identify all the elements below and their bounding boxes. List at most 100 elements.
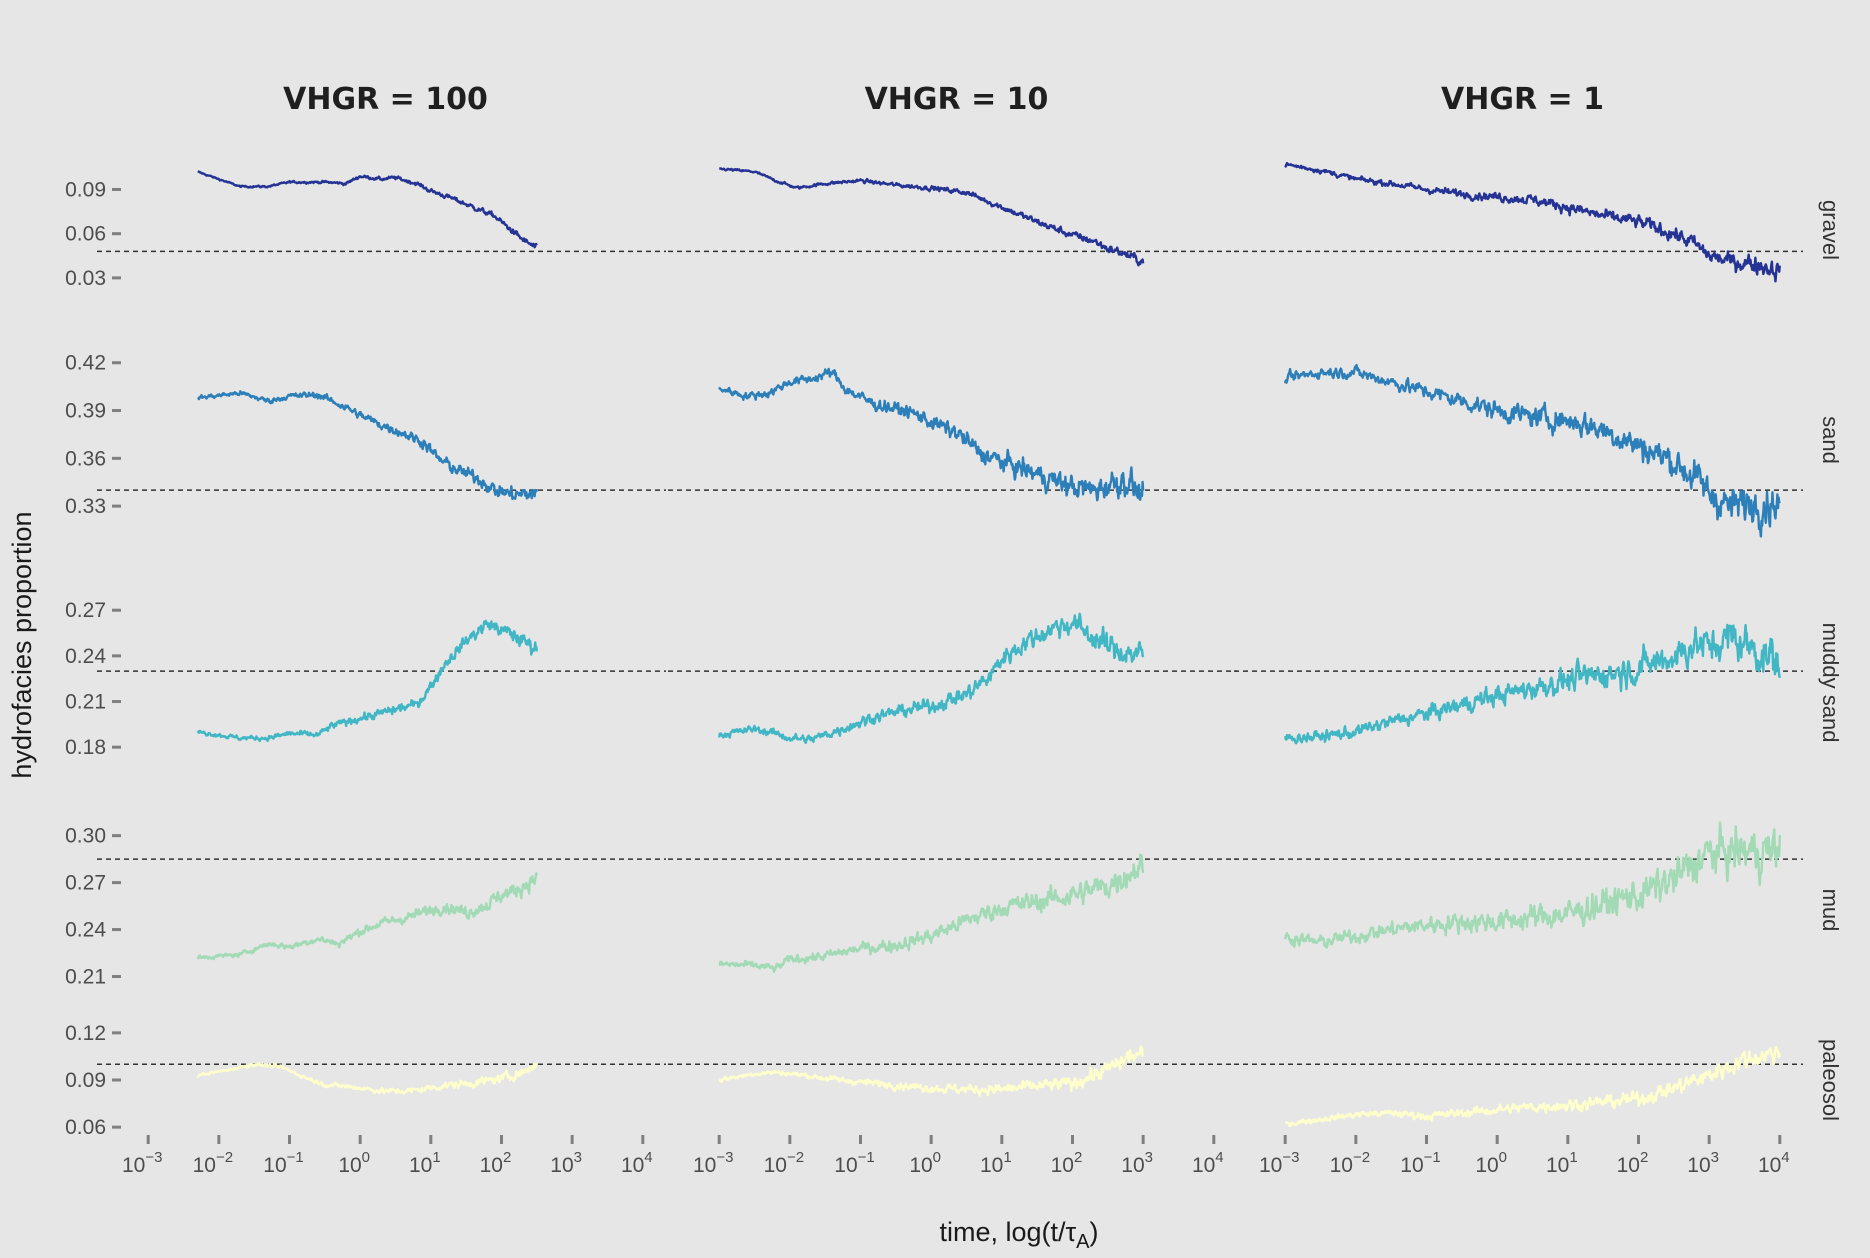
x-tick-exponent: −1: [287, 1149, 304, 1166]
x-tick-base: 10: [909, 1154, 932, 1177]
x-tick-label: 104: [1758, 1149, 1790, 1177]
x-tick-label: 102: [1051, 1149, 1083, 1177]
y-tick-label: 0.09: [65, 178, 106, 201]
x-tick-exponent: 0: [1499, 1149, 1507, 1166]
y-tick-label: 0.06: [65, 223, 106, 246]
x-tick-label: 10−3: [1259, 1149, 1299, 1177]
x-tick-base: 10: [1192, 1154, 1215, 1177]
x-tick-exponent: 4: [644, 1149, 652, 1166]
x-tick-base: 10: [263, 1154, 286, 1177]
x-tick-label: 10−2: [193, 1149, 233, 1177]
series-line-paleosol-panel-3: [1284, 1045, 1781, 1128]
series-line-mud-panel-2: [718, 853, 1145, 974]
series-line-paleosol-panel-1: [196, 1061, 538, 1095]
x-tick-label: 10−3: [122, 1149, 162, 1177]
x-tick-exponent: 1: [1569, 1149, 1577, 1166]
y-tick-label: 0.27: [65, 872, 106, 895]
x-tick-label: 104: [621, 1149, 653, 1177]
x-tick-base: 10: [1259, 1154, 1282, 1177]
facet-label-paleosol: paleosol: [1818, 1039, 1843, 1121]
x-tick-exponent: 4: [1215, 1149, 1223, 1166]
x-tick-exponent: 3: [574, 1149, 582, 1166]
x-tick-label: 10−3: [693, 1149, 733, 1177]
series-line-gravel-panel-2: [718, 167, 1145, 267]
x-tick-exponent: −2: [1353, 1149, 1370, 1166]
panel-title-1: VHGR = 100: [283, 82, 488, 117]
facet-label-gravel: gravel: [1818, 200, 1843, 260]
x-tick-exponent: −3: [716, 1149, 733, 1166]
y-tick-label: 0.33: [65, 495, 106, 518]
series-line-muddy-sand-panel-3: [1284, 623, 1781, 745]
y-axis-title: hydrofacies proportion: [7, 511, 37, 778]
x-tick-label: 103: [1121, 1149, 1153, 1177]
series-line-muddy-sand-panel-1: [196, 619, 538, 743]
x-tick-exponent: 1: [432, 1149, 440, 1166]
x-tick-exponent: 3: [1145, 1149, 1153, 1166]
x-tick-exponent: −1: [1424, 1149, 1441, 1166]
y-tick-label: 0.24: [65, 645, 106, 668]
x-tick-label: 10−1: [1400, 1149, 1440, 1177]
x-tick-base: 10: [1475, 1154, 1498, 1177]
x-tick-base: 10: [834, 1154, 857, 1177]
series-lines: [196, 161, 1781, 1128]
x-tick-exponent: 2: [1640, 1149, 1648, 1166]
y-tick-label: 0.09: [65, 1069, 106, 1092]
x-axis-title-subscript: A: [1076, 1231, 1090, 1253]
facet-strip-labels: gravel sand muddy sand mud paleosol: [1818, 200, 1843, 1121]
x-tick-label: 102: [480, 1149, 512, 1177]
x-tick-base: 10: [1051, 1154, 1074, 1177]
x-tick-label: 10−2: [1330, 1149, 1370, 1177]
reference-lines: [97, 250, 1803, 1066]
x-tick-base: 10: [621, 1154, 644, 1177]
x-tick-label: 102: [1617, 1149, 1649, 1177]
series-line-gravel-panel-1: [197, 170, 538, 249]
x-tick-exponent: 3: [1711, 1149, 1719, 1166]
x-tick-label: 101: [980, 1149, 1012, 1177]
x-tick-base: 10: [764, 1154, 787, 1177]
x-tick-base: 10: [122, 1154, 145, 1177]
x-tick-label: 10−2: [764, 1149, 804, 1177]
x-tick-base: 10: [1121, 1154, 1144, 1177]
facet-label-muddy-sand: muddy sand: [1818, 623, 1843, 743]
x-tick-exponent: −2: [787, 1149, 804, 1166]
y-tick-label: 0.18: [65, 736, 106, 759]
series-line-sand-panel-1: [196, 390, 538, 501]
x-tick-label: 10−1: [263, 1149, 303, 1177]
x-tick-base: 10: [338, 1154, 361, 1177]
x-tick-exponent: 2: [1074, 1149, 1082, 1166]
x-axes: 10−3 10−2 10−1 100 101 102 103 104 10−3 10−2 10−1 1…: [122, 1135, 1790, 1177]
y-tick-label: 0.30: [65, 825, 106, 848]
x-tick-base: 10: [409, 1154, 432, 1177]
x-tick-base: 10: [480, 1154, 503, 1177]
x-tick-base: 10: [550, 1154, 573, 1177]
x-tick-base: 10: [1687, 1154, 1710, 1177]
x-tick-exponent: −3: [1282, 1149, 1299, 1166]
y-tick-label: 0.24: [65, 919, 106, 942]
x-axis-title: time, log(t/τA): [939, 1217, 1098, 1253]
y-axes: 0.03 0.06 0.09 0.33 0.36 0.39 0.42 0.18 0.21 0.24…: [65, 178, 121, 1139]
x-tick-exponent: 1: [1003, 1149, 1011, 1166]
x-tick-label: 103: [1687, 1149, 1719, 1177]
x-tick-exponent: 2: [503, 1149, 511, 1166]
x-tick-exponent: −1: [858, 1149, 875, 1166]
y-tick-label: 0.39: [65, 400, 106, 423]
x-tick-base: 10: [1546, 1154, 1569, 1177]
x-tick-label: 104: [1192, 1149, 1224, 1177]
y-tick-label: 0.36: [65, 447, 106, 470]
panel-title-3: VHGR = 1: [1441, 82, 1604, 117]
y-tick-label: 0.21: [65, 691, 106, 714]
x-tick-base: 10: [193, 1154, 216, 1177]
panel-title-2: VHGR = 10: [865, 82, 1049, 117]
facet-label-sand: sand: [1818, 416, 1843, 464]
facet-label-mud: mud: [1818, 889, 1843, 932]
x-tick-label: 100: [909, 1149, 941, 1177]
x-axis-title-main: time, log(t/τ: [939, 1217, 1076, 1247]
y-tick-label: 0.12: [65, 1022, 106, 1045]
x-tick-exponent: −3: [145, 1149, 162, 1166]
x-tick-exponent: 0: [362, 1149, 370, 1166]
x-tick-base: 10: [693, 1154, 716, 1177]
x-tick-exponent: −2: [216, 1149, 233, 1166]
series-line-sand-panel-3: [1284, 363, 1781, 538]
series-line-gravel-panel-3: [1284, 161, 1781, 283]
